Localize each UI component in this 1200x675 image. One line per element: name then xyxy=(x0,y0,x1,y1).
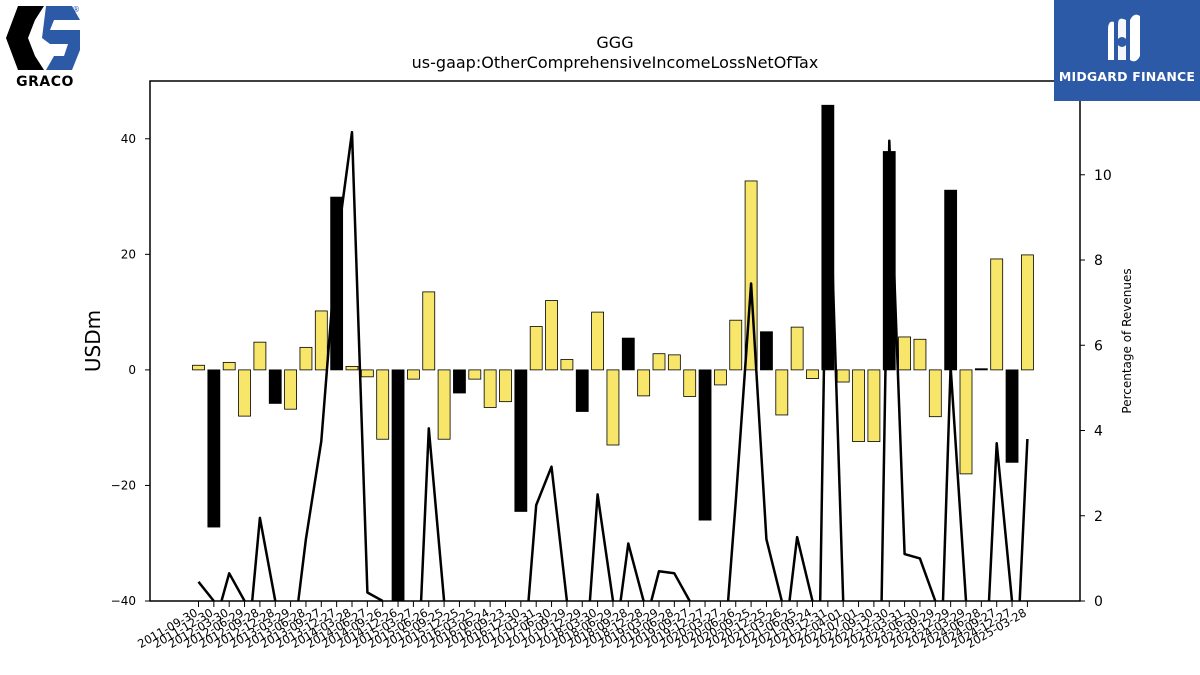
x-axis: 2011-09-302011-12-302012-03-302012-06-29… xyxy=(135,601,1029,651)
bar xyxy=(913,338,927,371)
y2-tick-label: 6 xyxy=(1094,338,1103,354)
bar xyxy=(928,369,942,418)
bar xyxy=(637,369,651,397)
bar xyxy=(330,196,344,371)
bar xyxy=(560,359,574,371)
bar xyxy=(468,369,482,380)
bar xyxy=(698,369,712,521)
bar xyxy=(314,310,328,371)
bars-layer xyxy=(192,104,1034,602)
bar xyxy=(606,369,620,446)
bar xyxy=(545,300,558,371)
bar xyxy=(683,369,697,397)
y-tick-label: 0 xyxy=(128,363,136,377)
bar xyxy=(790,326,804,371)
bar xyxy=(867,369,881,442)
pct-line-segment xyxy=(726,282,784,602)
graco-mark-icon: ® xyxy=(6,5,80,70)
pct-line-segment xyxy=(650,569,691,602)
bar xyxy=(591,311,604,371)
midgard-logo-text: MIDGARD FINANCE xyxy=(1058,69,1196,84)
bar xyxy=(959,369,973,475)
pct-line-segment xyxy=(987,442,1014,602)
pct-line-segment xyxy=(1018,438,1029,602)
y-tick-label: 40 xyxy=(121,132,136,146)
bar xyxy=(729,319,743,371)
chart-title: GGG xyxy=(596,33,633,52)
bar xyxy=(284,369,298,410)
pct-line-segment xyxy=(588,493,615,602)
y2-axis-label: Percentage of Revenues xyxy=(1120,268,1134,413)
bar xyxy=(238,369,251,417)
midgard-mark-icon xyxy=(1108,14,1140,62)
bar xyxy=(192,364,205,371)
bar xyxy=(376,369,390,440)
bar xyxy=(667,354,681,371)
bar xyxy=(852,369,865,442)
y2-tick-label: 10 xyxy=(1094,168,1112,184)
y-tick-label: −40 xyxy=(111,594,136,608)
y-axis-left: −40 −20 0 20 40 xyxy=(111,132,150,608)
bar xyxy=(575,369,589,412)
bar xyxy=(1021,254,1034,371)
bar xyxy=(437,369,451,440)
plot-frame xyxy=(149,80,1081,602)
y-axis-right: 0 2 4 6 8 10 xyxy=(1080,168,1112,610)
bar xyxy=(1005,369,1019,463)
pct-line-segment xyxy=(527,465,569,602)
y-tick-label: 20 xyxy=(121,247,136,261)
y-axis-label: USDm xyxy=(81,310,105,372)
pct-line-segment xyxy=(197,581,215,602)
bar xyxy=(268,369,282,404)
bar xyxy=(345,366,359,371)
bar xyxy=(406,369,420,380)
bar xyxy=(990,258,1004,371)
bar xyxy=(222,361,236,371)
graco-logo-text: GRACO xyxy=(16,74,74,90)
y2-tick-label: 8 xyxy=(1094,253,1103,269)
bar xyxy=(514,369,528,512)
bar xyxy=(483,369,497,408)
pct-line-segment xyxy=(297,130,384,603)
bar xyxy=(714,369,727,386)
bar xyxy=(391,369,405,602)
pct-line-segment xyxy=(250,516,277,602)
bar xyxy=(652,353,666,371)
bar xyxy=(422,291,436,371)
midgard-finance-logo: MIDGARD FINANCE xyxy=(1054,0,1200,101)
bar xyxy=(360,369,374,378)
bar xyxy=(775,369,789,416)
pct-line-segment xyxy=(619,542,645,602)
bar xyxy=(974,368,988,371)
bar xyxy=(453,369,466,394)
y2-tick-label: 4 xyxy=(1094,424,1103,440)
line-layer xyxy=(197,122,1029,603)
pct-line-segment xyxy=(788,535,814,602)
bar xyxy=(621,337,635,371)
bar xyxy=(760,331,773,371)
bar xyxy=(806,369,819,379)
y2-tick-label: 0 xyxy=(1094,594,1103,610)
bar xyxy=(299,346,313,371)
svg-text:®: ® xyxy=(72,5,80,14)
pct-line-segment xyxy=(880,139,937,602)
bar xyxy=(836,369,850,383)
y-tick-label: −20 xyxy=(111,478,136,492)
pct-line-segment xyxy=(220,572,246,602)
pct-line-segment xyxy=(818,122,845,602)
bar xyxy=(944,189,958,371)
graco-logo: ® GRACO xyxy=(0,0,90,95)
chart-subtitle: us-gaap:OtherComprehensiveIncomeLossNetO… xyxy=(412,53,819,72)
bar xyxy=(253,341,267,371)
bar xyxy=(499,369,512,403)
pct-line-segment xyxy=(419,427,446,602)
pct-line-segment xyxy=(941,365,968,602)
bar xyxy=(207,369,221,528)
bar xyxy=(529,326,543,371)
bar xyxy=(898,336,911,371)
y2-tick-label: 2 xyxy=(1094,509,1103,525)
